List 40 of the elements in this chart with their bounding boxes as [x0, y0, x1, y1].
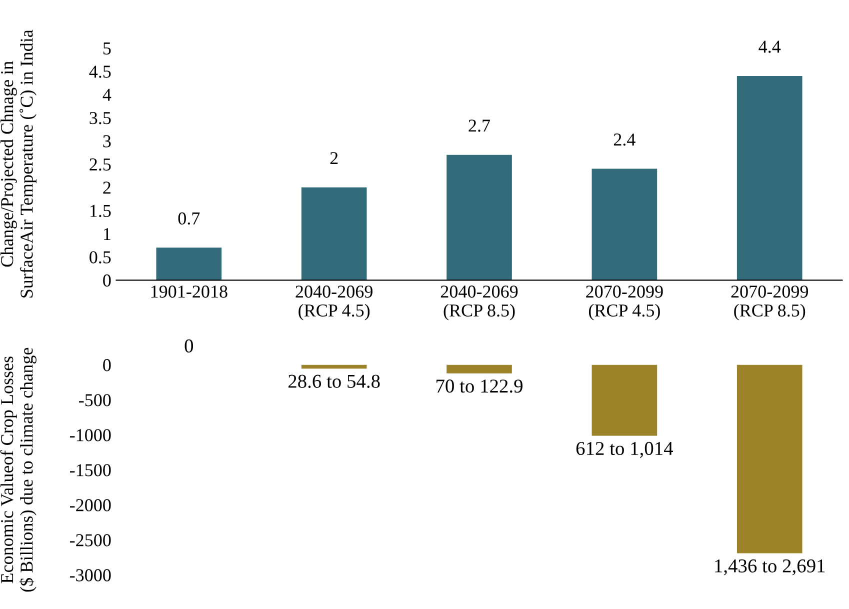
annotation: 1,436 to 2,691: [715, 559, 825, 576]
x-tick-label: 2070-2099 (RCP 8.5): [731, 286, 808, 320]
annotation: 70 to 122.9: [436, 380, 522, 393]
y-tick-label: 0: [103, 359, 111, 372]
annotation: 28.6 to 54.8: [288, 374, 380, 388]
annotation: 0: [184, 339, 194, 353]
y-tick-label: -3000: [70, 569, 111, 582]
y-tick-label: 2.5: [90, 158, 111, 171]
y-tick-label: -1500: [70, 464, 111, 476]
y-tick-label: 0: [103, 274, 111, 287]
bar: [592, 168, 658, 280]
x-tick-label: 2040-2069 (RCP 4.5): [296, 286, 372, 320]
y-axis-title: Economic Valueof Crop Losses ($ Billions) due to climate change: [0, 348, 36, 592]
y-tick-label: 3.5: [90, 112, 111, 124]
data-label: 0.7: [178, 212, 200, 225]
y-tick-label: -500: [79, 394, 111, 406]
y-tick-label: 1.5: [90, 204, 111, 218]
x-tick-label: 2040-2069 (RCP 8.5): [440, 286, 518, 320]
x-tick-label: 1901-2018: [151, 286, 228, 298]
bar: [156, 248, 222, 280]
y-tick-label: -2000: [70, 499, 111, 512]
y-axis-title: Change/Projected Chnage in SurfaceAir Temperature (˚C) in India: [0, 30, 36, 298]
annotation: 612 to 1,014: [576, 442, 674, 458]
bar: [736, 76, 802, 280]
y-tick-label: -1000: [70, 429, 111, 442]
data-label: 2: [330, 152, 338, 164]
y-tick-label: -2500: [70, 534, 111, 546]
x-tick-label: 2070-2099 (RCP 4.5): [586, 286, 663, 320]
bar: [301, 187, 367, 280]
bar: [446, 154, 512, 280]
data-label: 2.7: [468, 120, 490, 132]
y-tick-label: 5: [103, 42, 111, 55]
y-tick-label: 3: [103, 135, 111, 148]
y-tick-label: 4: [102, 88, 112, 101]
data-label: 4.4: [758, 40, 781, 53]
data-label: 2.4: [614, 134, 636, 146]
y-tick-label: 4.5: [89, 66, 111, 78]
y-tick-label: 0.5: [90, 251, 111, 264]
y-tick-label: 2: [103, 182, 110, 194]
y-tick-label: 1: [104, 228, 110, 240]
